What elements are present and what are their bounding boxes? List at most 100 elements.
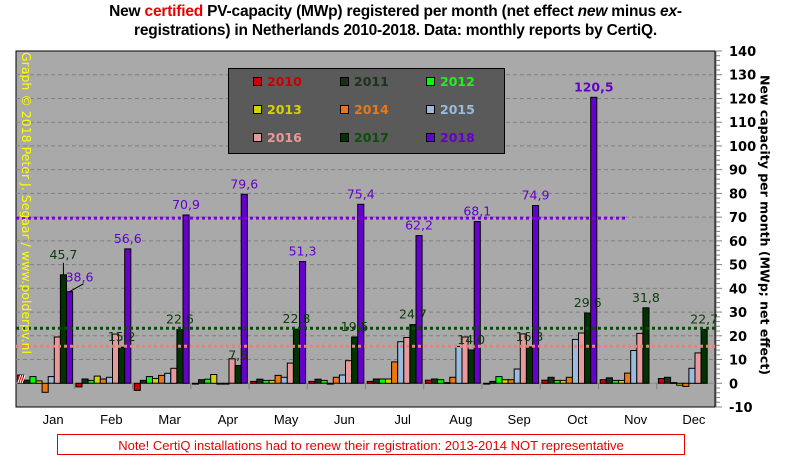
bar-2011-jun xyxy=(314,378,322,384)
legend-item-2018: 2018 xyxy=(426,130,475,146)
bar-2018-jun xyxy=(357,203,365,384)
legend-label: 2017 xyxy=(354,130,389,145)
bar-2013-apr xyxy=(210,374,218,384)
bar-2015-may xyxy=(280,376,288,384)
data-label-2017: 15,2 xyxy=(108,329,136,344)
bar-2010-aug xyxy=(424,379,432,384)
bar-2018-sep xyxy=(532,205,540,384)
bar-2014-jul xyxy=(391,361,399,384)
data-label-2017: 22,6 xyxy=(166,312,194,327)
bar-2014-apr xyxy=(216,382,224,385)
bar-2013-nov xyxy=(618,379,626,384)
data-label-2017: 19,5 xyxy=(341,319,369,334)
y-axis-title-text: New capacity per month (MWp; net effect) xyxy=(757,74,773,376)
legend-label: 2013 xyxy=(267,102,302,117)
bar-2018-apr xyxy=(240,193,248,384)
data-label-2018: 79,6 xyxy=(230,176,258,191)
bar-2018-aug xyxy=(473,221,481,384)
bar-2013-jan xyxy=(35,380,43,384)
y-tick-label: 0 xyxy=(729,377,738,392)
bar-2015-jul xyxy=(397,341,405,384)
data-label-2017: 14,0 xyxy=(457,332,485,347)
bar-2014-dec xyxy=(682,382,690,387)
bar-2013-mar xyxy=(152,378,160,384)
hatch-line xyxy=(21,374,26,384)
bar-2012-jul xyxy=(378,378,386,384)
legend-item-2010: 2010 xyxy=(253,74,302,90)
bar-2015-feb xyxy=(105,376,114,384)
y-tick-label: 130 xyxy=(729,69,756,84)
chart-title: New certified PV-capacity (MWp) register… xyxy=(0,2,791,40)
bar-2010-apr xyxy=(191,382,199,385)
bar-2010-jun xyxy=(308,380,316,384)
bar-2017-jun xyxy=(351,336,359,384)
x-tick-label: Jun xyxy=(334,412,355,427)
data-label-2017: 22,8 xyxy=(283,311,311,326)
legend-item-2017: 2017 xyxy=(340,130,389,146)
bar-2010-nov xyxy=(599,379,607,384)
bar-2010-may xyxy=(250,380,258,384)
x-tick-label: Feb xyxy=(100,412,122,427)
data-label-2018: 68,1 xyxy=(463,204,491,219)
bar-2011-aug xyxy=(431,378,439,384)
bar-2013-may xyxy=(268,379,276,384)
legend-label: 2012 xyxy=(440,74,475,89)
data-label-2017: 24,7 xyxy=(399,307,427,322)
legend-item-2012: 2012 xyxy=(426,74,475,90)
y-tick-label: -10 xyxy=(729,401,753,416)
x-tick-label: Jul xyxy=(394,412,411,427)
title-italic-ex: ex xyxy=(660,3,677,20)
bar-2017-apr xyxy=(234,365,242,384)
bar-2018-jan xyxy=(66,291,74,384)
title-part3: minus xyxy=(607,3,661,20)
legend-label: 2015 xyxy=(440,102,475,117)
legend-label: 2010 xyxy=(267,74,302,89)
bar-2010-oct xyxy=(541,379,549,384)
bar-2013-jul xyxy=(385,378,393,384)
y-axis-title: New capacity per month (MWp; net effect) xyxy=(745,70,785,380)
watermark-text: Graph © 2018 Peter J. Segaar / www.polde… xyxy=(19,52,34,354)
x-tick-label: Aug xyxy=(449,412,472,427)
y-tick-label: 70 xyxy=(729,211,747,226)
legend-item-2015: 2015 xyxy=(426,102,475,118)
data-label-2018: 75,4 xyxy=(347,186,375,201)
bar-2016-nov xyxy=(636,332,644,384)
y-tick-label: 80 xyxy=(729,187,747,202)
bar-2015-aug xyxy=(455,346,463,384)
bar-2012-dec xyxy=(670,382,678,384)
bar-2015-apr xyxy=(222,382,230,385)
bar-2012-mar xyxy=(145,376,153,384)
legend-label: 2018 xyxy=(440,130,475,145)
title-part2: PV-capacity (MWp) registered per month (… xyxy=(203,3,578,20)
bar-2011-sep xyxy=(489,380,497,384)
data-label-2017: 16,3 xyxy=(516,329,544,344)
bar-2015-jan xyxy=(47,376,55,384)
y-tick-label: 10 xyxy=(729,354,747,369)
bar-2010-jul xyxy=(366,380,374,384)
bar-2013-sep xyxy=(501,379,509,384)
data-label-2017: 29,6 xyxy=(574,295,602,310)
bar-2014-mar xyxy=(158,374,166,384)
data-label-2018: 56,6 xyxy=(114,231,142,246)
bar-2014-oct xyxy=(565,376,573,384)
x-tick-label: Jan xyxy=(43,412,64,427)
y-tick-label: 20 xyxy=(729,330,747,345)
bar-2012-nov xyxy=(611,379,620,384)
bar-2013-feb xyxy=(93,375,101,384)
x-tick-label: Oct xyxy=(567,412,588,427)
y-tick-label: 60 xyxy=(729,235,747,250)
legend-item-2013: 2013 xyxy=(253,102,302,118)
legend-swatch xyxy=(253,77,262,86)
watermark: Graph © 2018 Peter J. Segaar / www.polde… xyxy=(18,52,38,382)
y-tick-label: 40 xyxy=(729,282,747,297)
bar-2010-feb xyxy=(75,382,83,388)
bar-2015-jun xyxy=(338,374,346,384)
hatch-line xyxy=(17,374,22,384)
title-part1: New xyxy=(109,3,145,20)
x-tick-label: May xyxy=(274,412,299,427)
bar-2012-jan xyxy=(29,376,37,384)
bar-2011-may xyxy=(256,378,264,384)
data-label-2018: 70,9 xyxy=(172,197,200,212)
legend-swatch xyxy=(253,133,262,142)
legend-swatch xyxy=(426,77,435,86)
